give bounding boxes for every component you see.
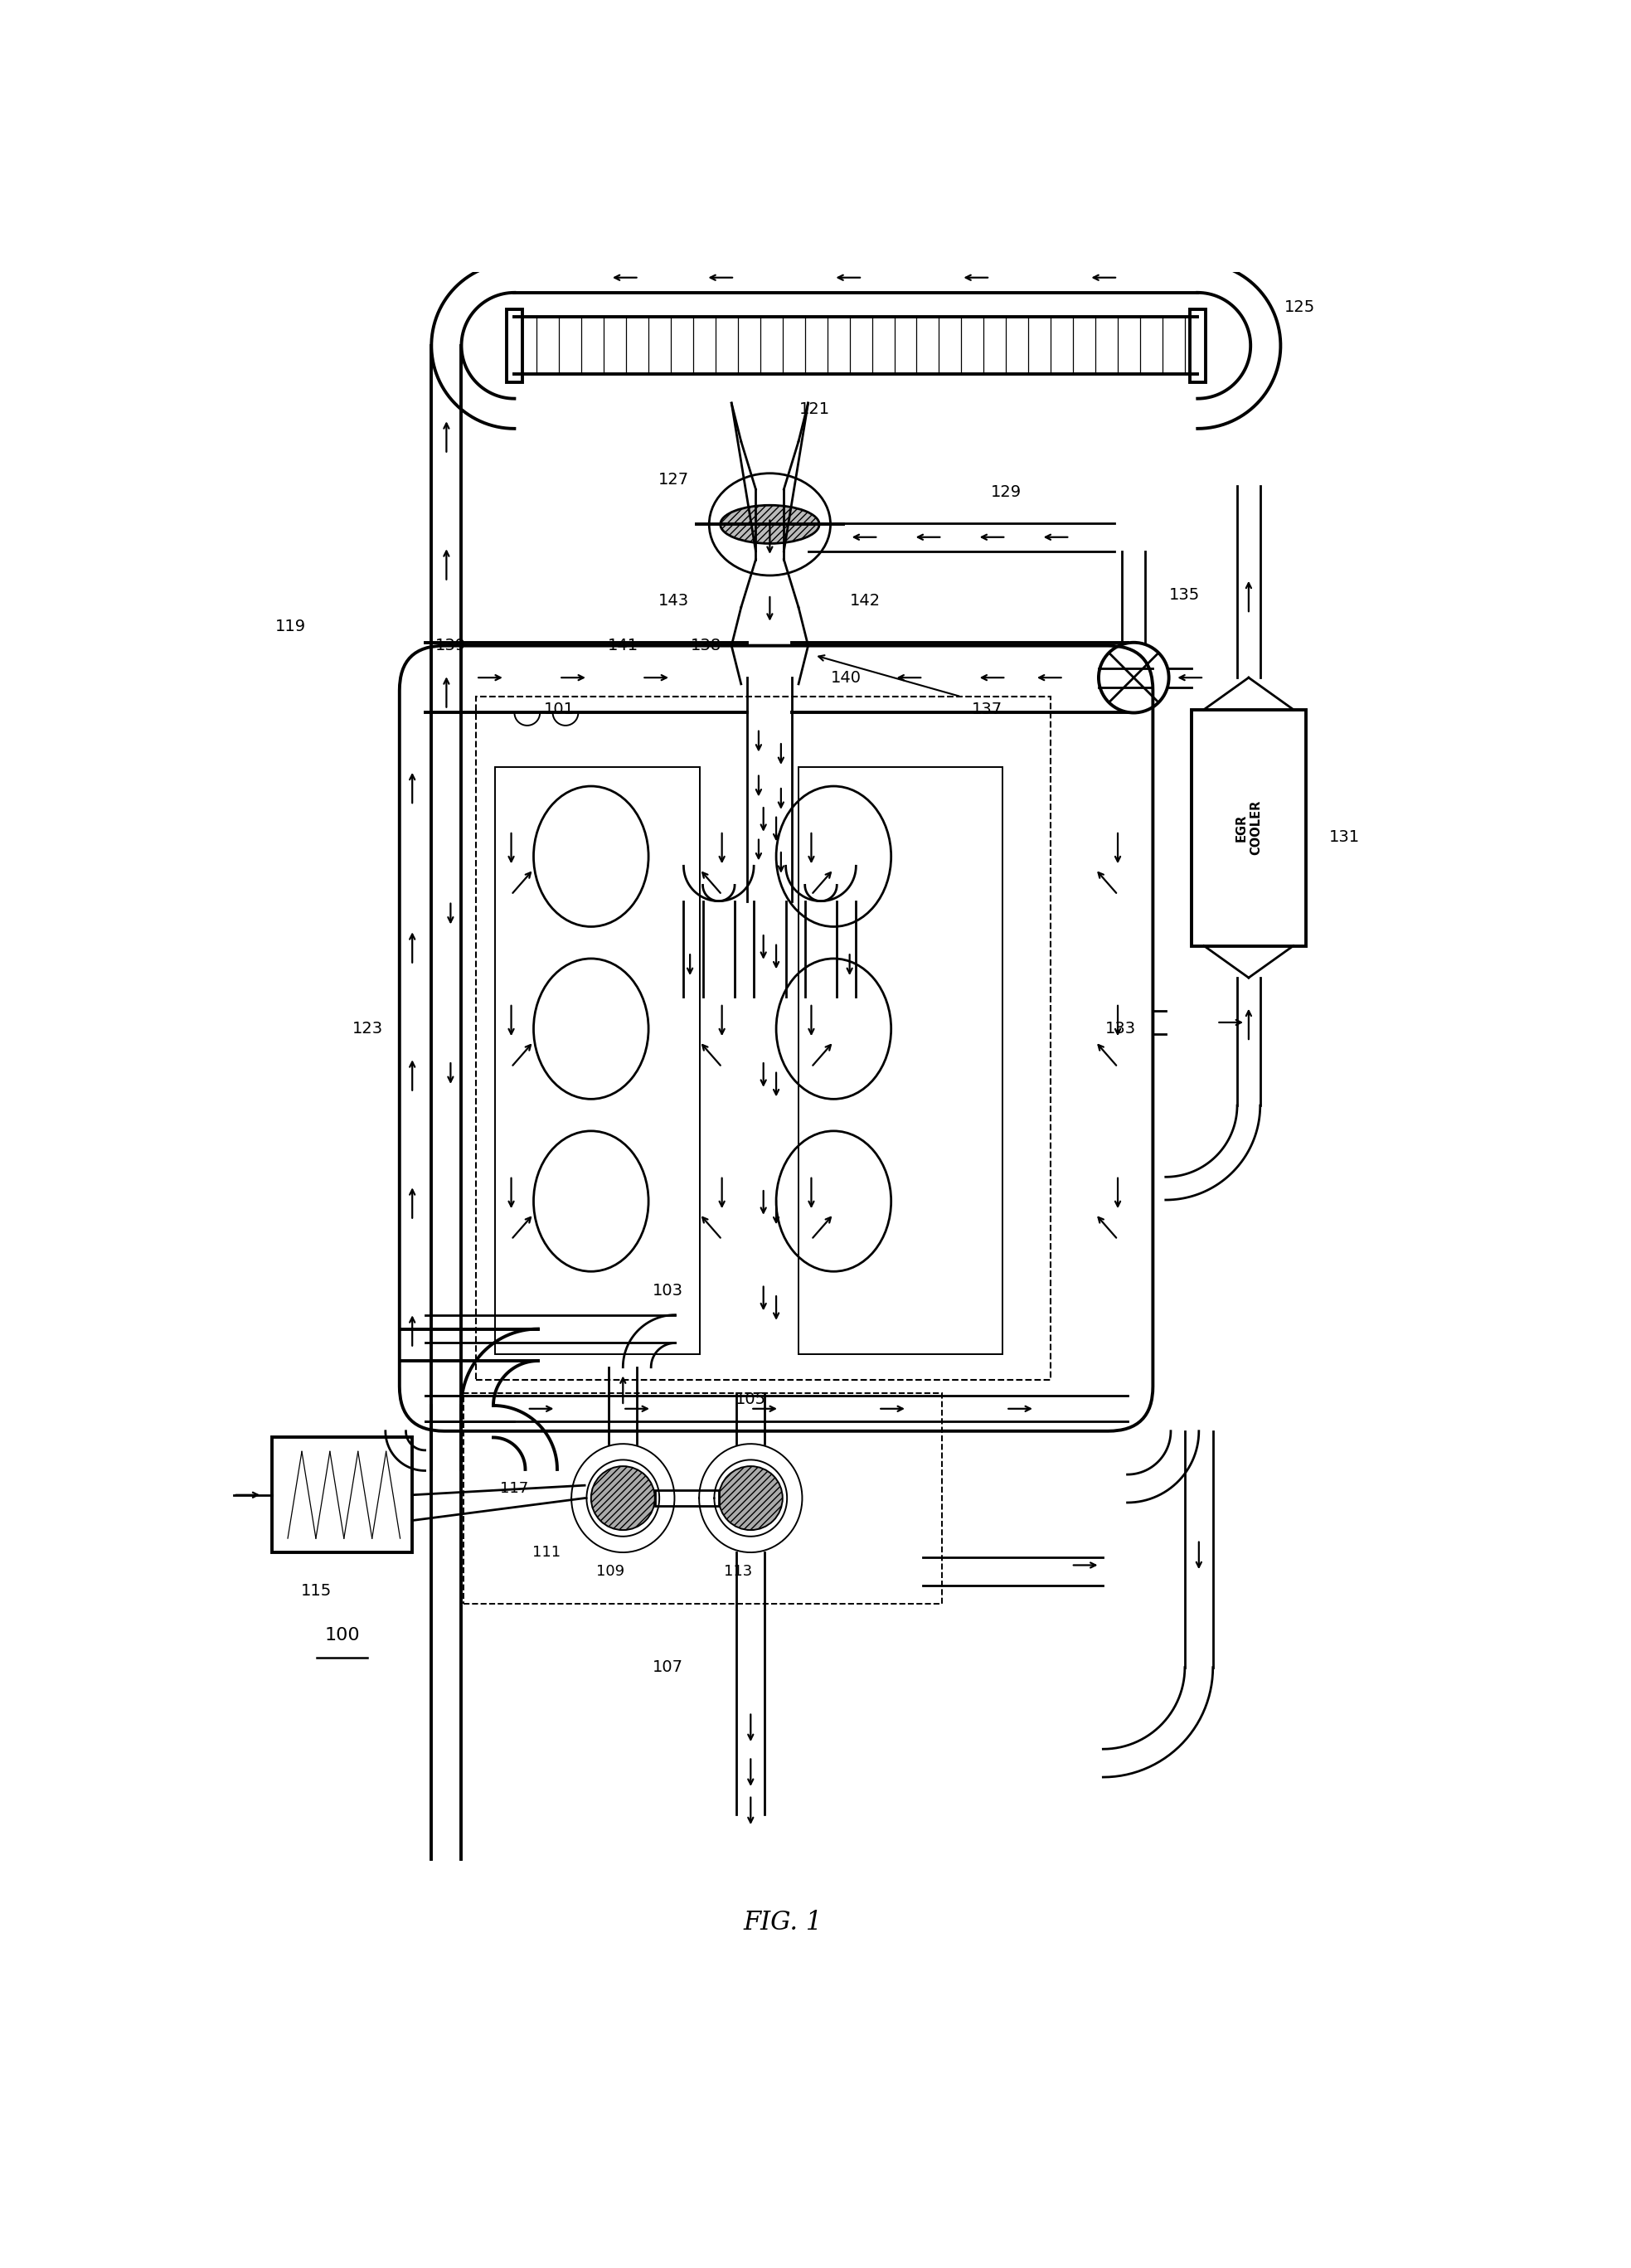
Bar [496, 767, 700, 1354]
Ellipse shape [590, 1465, 656, 1531]
Text: 135: 135 [1169, 587, 1200, 603]
Text: 100: 100 [325, 1626, 360, 1644]
Text: 107: 107 [652, 1660, 683, 1676]
Bar [1191, 710, 1306, 946]
Text: 143: 143 [659, 594, 690, 608]
Text: 121: 121 [799, 401, 830, 417]
Text: EGR
COOLER: EGR COOLER [1235, 801, 1262, 855]
Ellipse shape [721, 506, 819, 544]
Text: 137: 137 [972, 701, 1003, 717]
Ellipse shape [719, 1465, 783, 1531]
Text: 123: 123 [352, 1021, 383, 1036]
Text: 131: 131 [1329, 830, 1360, 846]
Text: 138: 138 [690, 637, 721, 653]
Bar [463, 1393, 943, 1603]
Text: 129: 129 [990, 485, 1021, 501]
Bar [799, 767, 1003, 1354]
Text: FIG. 1: FIG. 1 [744, 1910, 822, 1935]
Bar [656, 1490, 719, 1506]
Text: 127: 127 [659, 472, 690, 488]
Bar [1191, 308, 1205, 381]
Text: 139: 139 [435, 637, 466, 653]
Text: 133: 133 [1106, 1021, 1137, 1036]
Text: 115: 115 [302, 1583, 333, 1599]
Text: 111: 111 [532, 1545, 561, 1560]
Bar [272, 1438, 413, 1551]
Text: 117: 117 [501, 1481, 528, 1497]
Text: 141: 141 [608, 637, 638, 653]
Text: 109: 109 [595, 1565, 625, 1579]
Text: 140: 140 [832, 669, 861, 685]
Text: 101: 101 [543, 701, 574, 717]
Text: 142: 142 [850, 594, 881, 608]
Bar [507, 308, 522, 381]
Text: 103: 103 [652, 1284, 683, 1300]
Text: 119: 119 [276, 619, 307, 635]
Text: 125: 125 [1284, 299, 1315, 315]
Text: 105: 105 [736, 1390, 767, 1406]
Bar [476, 696, 1050, 1379]
Text: 113: 113 [724, 1565, 752, 1579]
